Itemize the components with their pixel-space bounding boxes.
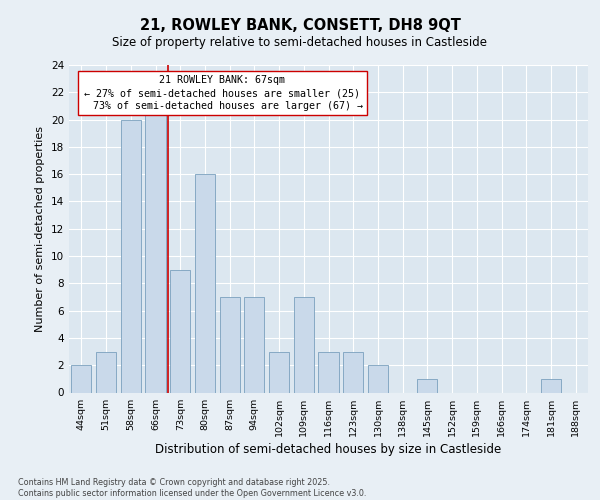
- Text: Size of property relative to semi-detached houses in Castleside: Size of property relative to semi-detach…: [113, 36, 487, 49]
- Bar: [541, 379, 561, 392]
- Bar: [417, 379, 437, 392]
- Bar: [244, 297, 265, 392]
- Bar: [293, 297, 314, 392]
- Bar: [319, 352, 338, 393]
- Bar: [343, 352, 364, 393]
- Bar: [71, 365, 91, 392]
- Bar: [170, 270, 190, 392]
- Bar: [145, 92, 166, 393]
- Bar: [368, 365, 388, 392]
- Bar: [195, 174, 215, 392]
- Text: 21, ROWLEY BANK, CONSETT, DH8 9QT: 21, ROWLEY BANK, CONSETT, DH8 9QT: [140, 18, 460, 32]
- Text: 21 ROWLEY BANK: 67sqm
← 27% of semi-detached houses are smaller (25)
  73% of se: 21 ROWLEY BANK: 67sqm ← 27% of semi-deta…: [81, 75, 363, 111]
- Text: Contains HM Land Registry data © Crown copyright and database right 2025.
Contai: Contains HM Land Registry data © Crown c…: [18, 478, 367, 498]
- Bar: [121, 120, 141, 392]
- Y-axis label: Number of semi-detached properties: Number of semi-detached properties: [35, 126, 46, 332]
- X-axis label: Distribution of semi-detached houses by size in Castleside: Distribution of semi-detached houses by …: [155, 442, 502, 456]
- Bar: [220, 297, 240, 392]
- Bar: [269, 352, 289, 393]
- Bar: [96, 352, 116, 393]
